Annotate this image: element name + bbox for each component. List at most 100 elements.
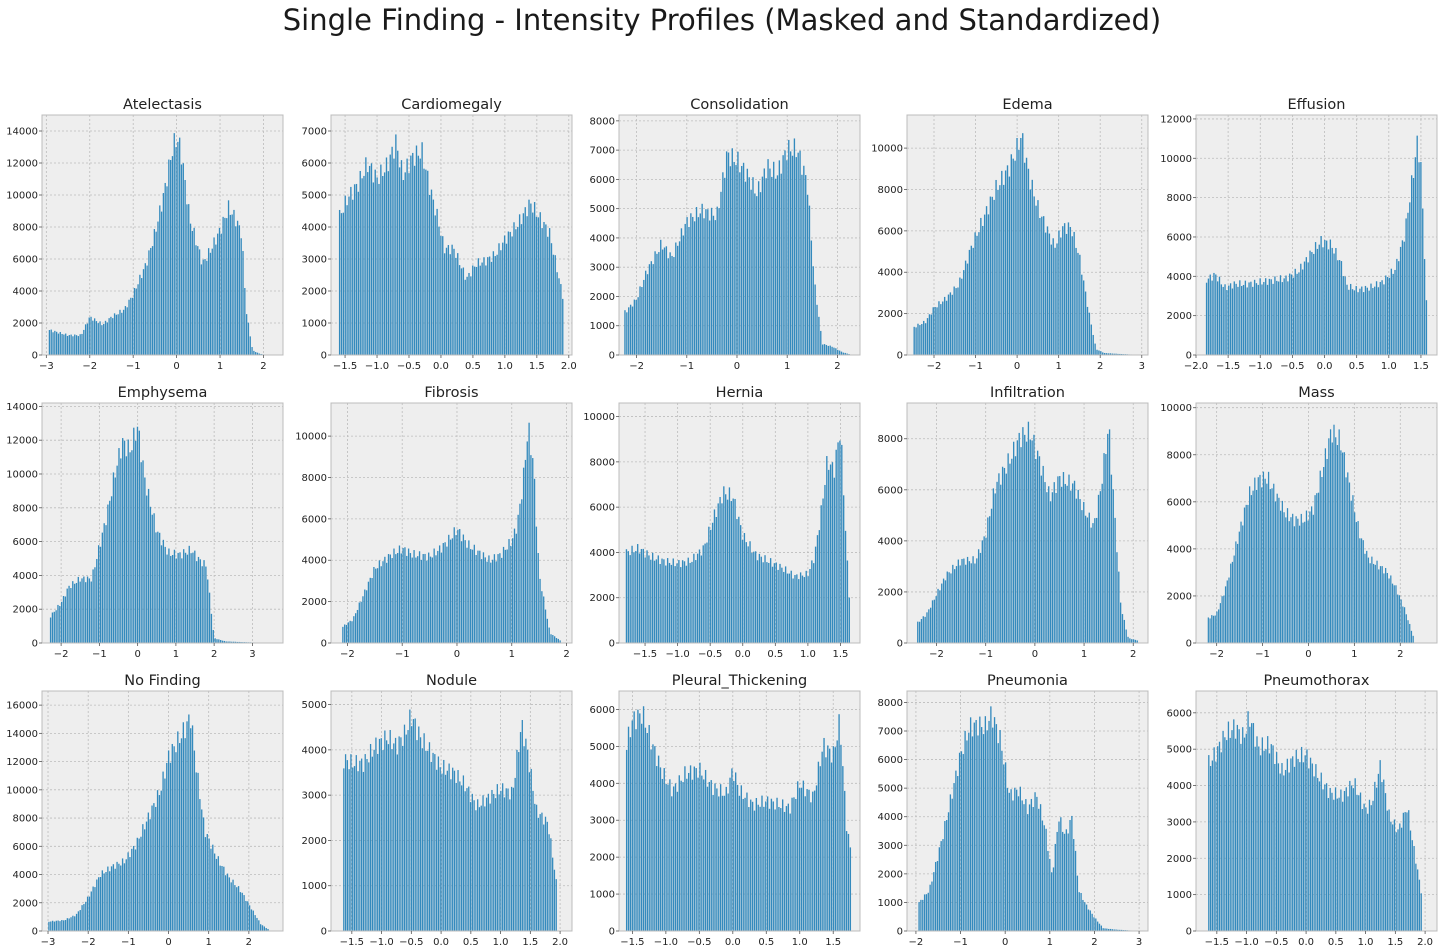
bar [560,284,562,355]
bar [661,249,664,355]
bar [1402,812,1405,931]
bar [541,812,543,931]
axes-frame [618,402,861,644]
bar [1250,281,1252,355]
bar [697,777,699,931]
bar [548,228,551,355]
x-tick-label: −1.5 [1205,937,1229,948]
bar [837,442,839,643]
bar [434,215,436,355]
bar [387,554,390,643]
y-tick-label: 8000 [590,457,615,468]
bar [524,459,527,643]
bar [631,545,633,643]
x-tick-label: 0 [734,361,740,372]
x-tick-label: 2 [834,361,840,372]
x-tick-label: −3 [41,937,56,948]
bar [1399,246,1402,355]
bar [754,551,757,643]
x-tick-label: −1.0 [665,649,689,660]
bar [1299,762,1301,931]
bar [665,784,667,931]
bar [478,807,481,931]
bar [970,563,972,643]
bar [221,640,224,643]
bar [1362,540,1364,643]
x-tick-label: 0.0 [1317,361,1333,372]
bar [374,169,376,355]
bar [439,767,441,931]
bar [627,551,629,643]
bar [179,552,181,643]
bar [1398,261,1400,355]
bar [1098,350,1100,355]
bar [1012,158,1014,355]
bar [921,324,923,355]
bar [63,334,65,355]
x-tick-label: −2.0 [1184,361,1208,372]
bar [999,730,1001,931]
bar [817,761,820,931]
bar [1385,275,1387,355]
y-tick-label: 0 [321,927,327,938]
bar [658,252,660,355]
bar [841,444,843,643]
bar [699,213,701,355]
bar [936,861,939,931]
bar [738,795,741,931]
subplot-title: Infiltration [990,385,1065,401]
bar [99,321,101,355]
bar [1236,543,1239,643]
bar [982,734,985,931]
bar [1309,250,1311,355]
x-tick-label: 1 [217,361,223,372]
bar [68,585,70,643]
bar [1022,427,1024,643]
bar [1018,432,1020,643]
bar [217,233,219,355]
bar [719,784,722,931]
bar [1305,510,1308,643]
bar [1318,244,1320,355]
y-tick-label: 0 [1186,927,1192,938]
bar [256,352,259,355]
y-tick-label: 6000 [878,485,903,496]
bar [830,762,833,931]
bar [118,863,120,931]
bar [773,563,776,643]
bar [1345,477,1347,643]
bar [1083,501,1085,643]
plot-area [331,403,572,643]
bar [791,797,793,931]
bar [229,214,232,355]
bar [357,191,360,355]
bar [732,498,734,643]
bar [994,493,996,643]
bar [496,784,498,931]
bar [115,314,118,355]
bar [689,562,691,643]
subplot-pneumonia: −2 −1 0 1 2 301000200030004000500060007000800… [878,673,1149,948]
bar [1423,259,1426,355]
bar [1053,482,1055,643]
bar [1407,620,1409,643]
bar [116,465,118,643]
bar [1114,517,1116,643]
bar [382,176,384,355]
bar [171,743,173,931]
bar [654,746,656,931]
bar [947,812,950,931]
bar [977,549,980,643]
bar [473,544,475,643]
bar [1290,758,1292,931]
bar [678,775,680,931]
bar [1213,272,1215,355]
subplot-title: Fibrosis [424,385,478,401]
bar [1205,282,1208,355]
bar [155,806,157,931]
bar [653,560,656,643]
bar [635,300,637,355]
